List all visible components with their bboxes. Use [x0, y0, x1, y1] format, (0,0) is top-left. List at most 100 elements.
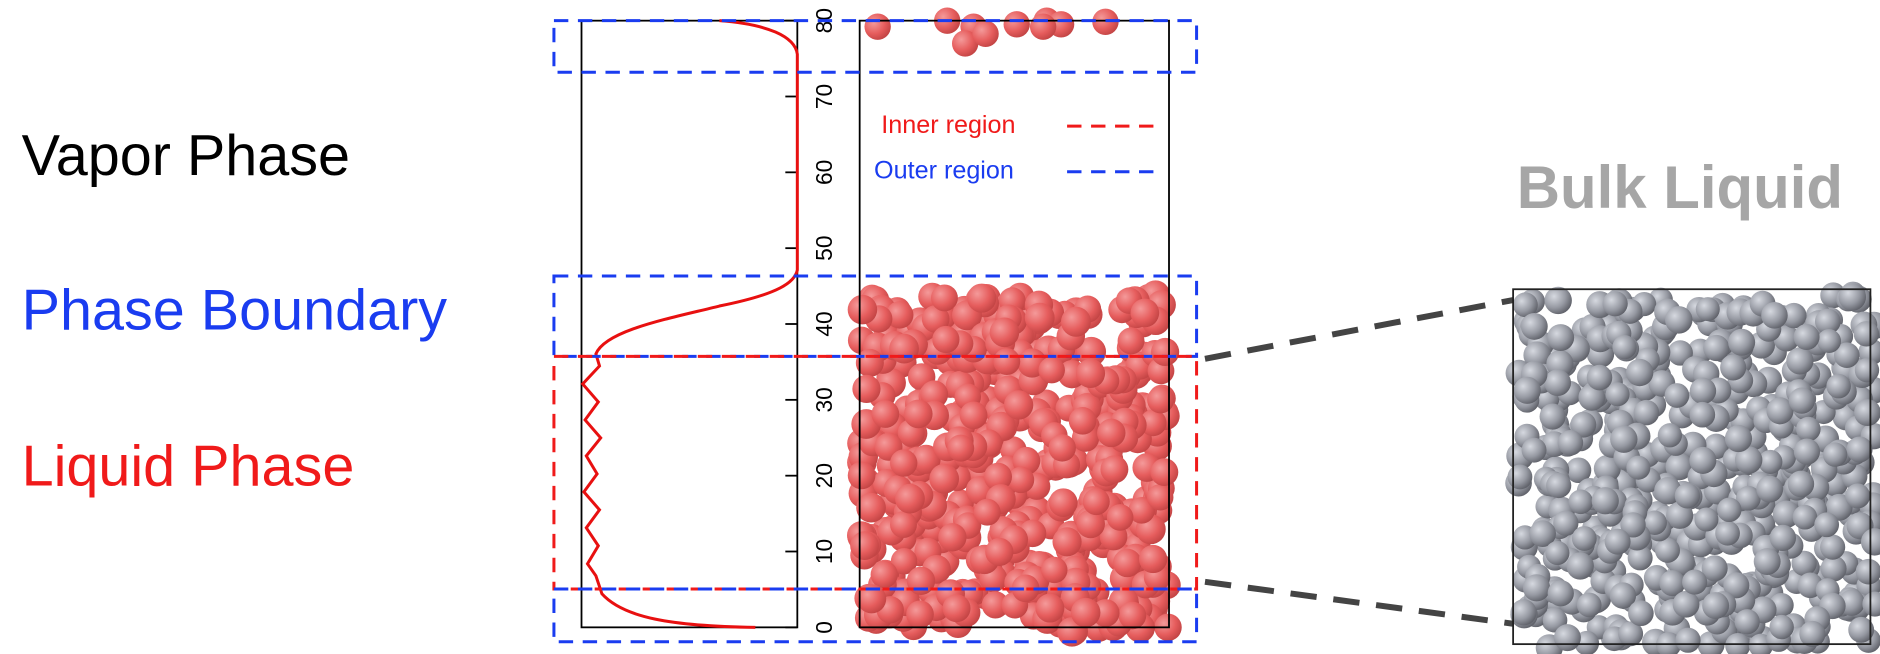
molecule: [1603, 291, 1628, 316]
legend-outer: Outer region: [874, 156, 1014, 184]
molecule: [1041, 557, 1067, 583]
molecule: [990, 318, 1020, 348]
molecule: [1694, 507, 1718, 531]
molecule: [1665, 306, 1693, 334]
molecule: [1675, 483, 1700, 508]
molecule: [1717, 498, 1741, 522]
tick-label: 60: [811, 160, 837, 185]
molecule: [947, 435, 974, 462]
molecule: [906, 600, 934, 628]
molecule: [1147, 386, 1174, 413]
molecule: [1761, 302, 1788, 329]
molecule: [1038, 357, 1064, 383]
molecule: [1025, 303, 1055, 333]
molecule: [1690, 378, 1716, 404]
tick-label: 20: [811, 463, 837, 488]
molecule: [1577, 593, 1602, 618]
molecule: [1626, 359, 1653, 386]
molecule: [1546, 473, 1571, 498]
tick-label: 70: [811, 84, 837, 109]
page: {"labels": {"vapor": "Vapor Phase", "bou…: [0, 0, 1880, 654]
molecule: [1634, 400, 1660, 426]
molecule: [1592, 487, 1619, 514]
molecule: [1004, 11, 1030, 37]
molecule: [1799, 621, 1825, 647]
molecule: [1069, 407, 1097, 435]
molecule: [890, 511, 917, 538]
molecule: [895, 484, 925, 514]
molecule: [943, 594, 971, 622]
molecule: [1702, 592, 1729, 619]
molecule: [850, 531, 879, 560]
molecule: [1547, 324, 1574, 351]
molecule: [1839, 283, 1867, 311]
molecule: [1826, 374, 1850, 398]
molecule: [1628, 600, 1654, 626]
molecule: [1610, 425, 1637, 452]
molecule: [1789, 388, 1815, 414]
molecule: [1083, 488, 1110, 515]
molecule: [929, 464, 959, 494]
molecule: [904, 400, 933, 429]
molecule: [1854, 399, 1880, 426]
molecule: [1823, 442, 1847, 466]
molecule: [1540, 404, 1566, 430]
molecule: [1794, 438, 1820, 464]
molecule: [1735, 609, 1760, 634]
molecule: [1097, 419, 1125, 447]
molecule: [1100, 455, 1128, 483]
zoom-line: [1205, 582, 1513, 624]
molecule: [1004, 390, 1033, 419]
molecules: [847, 7, 1182, 646]
molecule: [1150, 458, 1178, 486]
molecule: [1788, 471, 1815, 498]
molecule: [1820, 535, 1845, 560]
molecule: [1725, 425, 1752, 452]
molecule: [993, 348, 1020, 375]
molecule: [1769, 615, 1793, 639]
molecule: [1035, 594, 1064, 623]
molecule: [1855, 358, 1879, 382]
molecule: [1118, 328, 1145, 355]
molecule: [1770, 525, 1796, 551]
molecule: [985, 538, 1013, 566]
molecule: [872, 400, 900, 428]
molecule: [856, 493, 886, 523]
molecule: [1139, 545, 1167, 573]
molecule: [1052, 527, 1081, 556]
molecule: [889, 334, 919, 364]
molecule: [1715, 521, 1740, 546]
molecule: [852, 375, 880, 403]
molecule: [1756, 476, 1783, 503]
molecule: [1587, 365, 1613, 391]
tick-label: 30: [811, 387, 837, 412]
molecule: [1728, 329, 1755, 356]
molecule: [1847, 436, 1873, 462]
molecule: [1071, 598, 1100, 627]
tick-label: 50: [811, 236, 837, 261]
molecule: [932, 326, 959, 353]
molecule: [1151, 338, 1179, 366]
molecule: [1119, 602, 1147, 630]
zoom-line: [1205, 300, 1513, 359]
figure: Vapor Phase Phase Boundary Liquid Phase …: [0, 0, 1880, 654]
molecule: [890, 449, 917, 476]
boundary-label: Phase Boundary: [22, 279, 448, 343]
molecule: [1665, 383, 1690, 408]
molecule: [1612, 335, 1636, 359]
molecule: [1510, 599, 1536, 625]
molecule: [1605, 529, 1631, 555]
molecule: [931, 284, 958, 311]
molecule: [1113, 549, 1141, 577]
molecule: [1544, 369, 1571, 396]
profile-frame: [582, 21, 798, 628]
molecule: [1554, 624, 1581, 651]
molecule: [871, 561, 898, 588]
molecule: [1673, 591, 1700, 618]
molecule: [1793, 505, 1818, 530]
molecule: [972, 21, 998, 47]
molecule: [1817, 329, 1841, 353]
molecule: [1523, 574, 1550, 601]
molecule: [1720, 354, 1746, 380]
molecule: [1658, 423, 1682, 447]
